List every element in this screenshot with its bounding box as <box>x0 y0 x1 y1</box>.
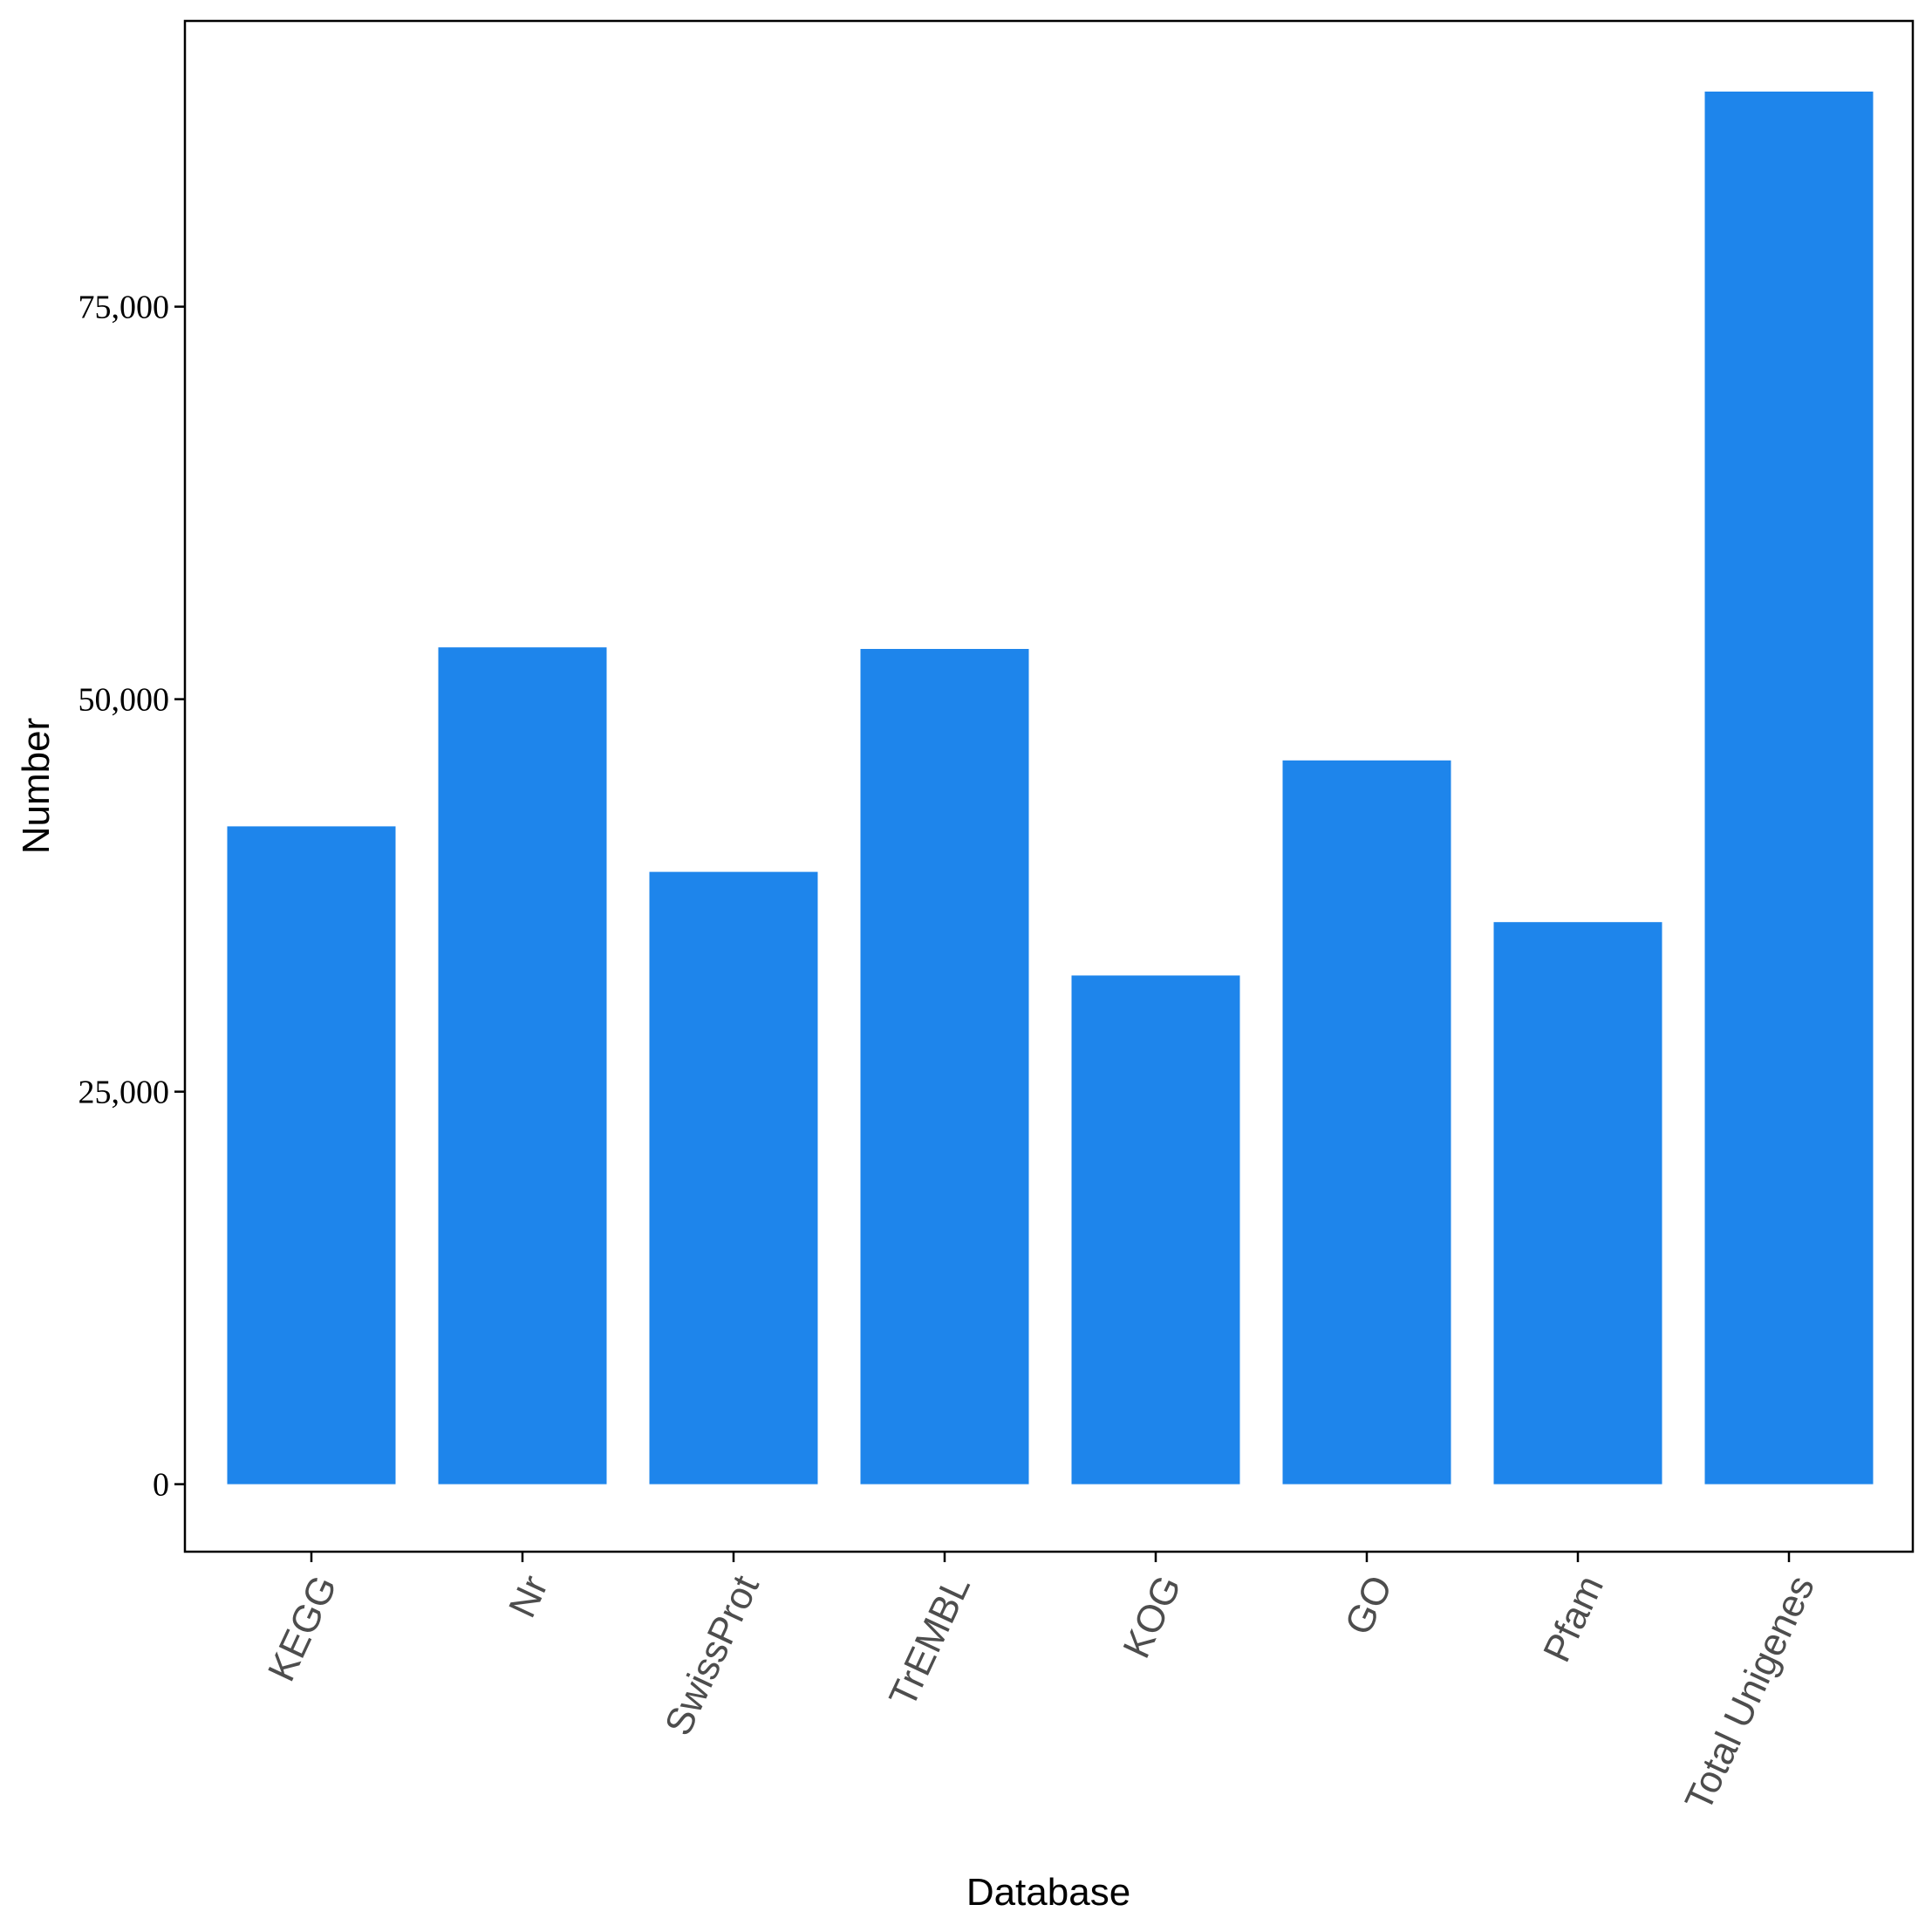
y-tick-label: 0 <box>153 1467 169 1504</box>
x-tick-label: Nr <box>501 1569 556 1624</box>
x-tick-label: Pfam <box>1535 1569 1612 1669</box>
x-axis: KEGG Nr SwissProt TrEMBL KOG GO Pfam Total Unig… <box>260 1552 1823 1818</box>
x-tick-label: KEGG <box>260 1569 345 1688</box>
bar <box>860 649 1029 1485</box>
bar <box>227 826 396 1485</box>
bar <box>1071 975 1240 1485</box>
bar <box>1493 922 1662 1485</box>
y-tick-label: 75,000 <box>79 290 170 326</box>
x-tick-label: SwissProt <box>657 1569 768 1742</box>
x-tick-label: GO <box>1337 1569 1401 1642</box>
y-axis-title: Number <box>15 718 58 855</box>
bar <box>1282 760 1451 1485</box>
bar <box>1704 92 1874 1485</box>
x-tick-label: Total Unigenes <box>1677 1569 1823 1818</box>
y-tick-label: 50,000 <box>79 682 170 719</box>
bar <box>649 871 818 1485</box>
x-axis-title: Database <box>966 1871 1130 1914</box>
bar <box>438 647 607 1485</box>
x-tick-label: KOG <box>1115 1569 1190 1664</box>
y-axis: 0 25,000 50,000 75,000 <box>79 290 185 1504</box>
bar-series <box>227 92 1874 1485</box>
y-tick-label: 25,000 <box>79 1075 170 1111</box>
x-tick-label: TrEMBL <box>881 1569 979 1713</box>
